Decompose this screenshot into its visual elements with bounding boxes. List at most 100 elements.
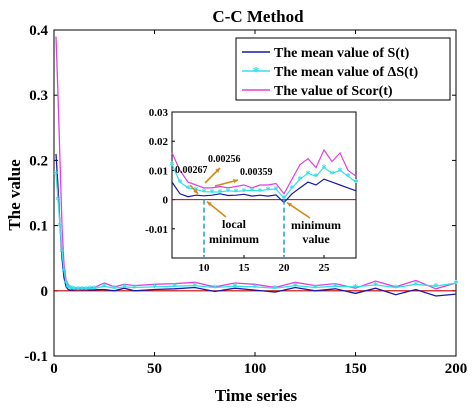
- series-point-marker: *: [252, 282, 258, 294]
- inset-series-point-marker: *: [346, 172, 351, 183]
- inset-series-point-marker: *: [226, 187, 231, 198]
- series-point-marker: *: [59, 247, 65, 259]
- series-point-marker: *: [192, 281, 198, 293]
- arrow-minimum-value: [286, 201, 311, 219]
- inset-x-tick-label: 20: [279, 262, 291, 274]
- inset-x-tick-label: 10: [199, 262, 211, 274]
- annotation-value-3: 0.00359: [240, 167, 273, 178]
- legend-entry-2: The value of Scor(t): [274, 84, 393, 99]
- inset-series-point-marker: *: [218, 188, 223, 199]
- series-point-marker: *: [61, 266, 67, 278]
- series-point-marker: *: [152, 282, 158, 294]
- y-tick-label: 0.2: [29, 153, 48, 169]
- series-point-marker: *: [91, 283, 97, 295]
- inset-series-point-marker: *: [354, 178, 359, 189]
- annotation-value-1: 0.00267: [175, 165, 208, 176]
- x-tick-label: 200: [445, 361, 468, 377]
- series-point-marker: *: [69, 284, 75, 296]
- inset-plot: 10 15 20 250.030.020.010-0.01*** * * * * * * * * * * *…: [145, 107, 358, 274]
- series-point-marker: *: [63, 278, 69, 290]
- series-point-marker: *: [413, 279, 419, 291]
- series-point-marker: *: [373, 280, 379, 292]
- legend-entry-0: The mean value of S(t): [274, 46, 410, 61]
- series-point-marker: *: [87, 284, 93, 296]
- inset-series-point-marker: *: [274, 185, 279, 196]
- inset-series-point-marker: *: [234, 187, 239, 198]
- y-tick-label: 0.4: [29, 23, 48, 39]
- series-point-marker: *: [272, 283, 278, 295]
- inset-series-point-marker: *: [338, 166, 343, 177]
- arrow-value-2-head: [215, 168, 220, 173]
- inset-y-tick-label: 0.01: [149, 165, 168, 177]
- inset-x-tick-label: 25: [319, 262, 331, 274]
- local-minimum-label-line1: local: [222, 217, 247, 231]
- series-point-marker: *: [212, 283, 218, 295]
- inset-series-point-marker: *: [290, 184, 295, 195]
- series-point-marker: *: [79, 284, 85, 296]
- series-point-marker: *: [67, 283, 73, 295]
- series-point-marker: *: [55, 195, 61, 207]
- arrow-local-minimum-head: [207, 201, 212, 207]
- x-axis-label: Time series: [215, 386, 298, 405]
- series-point-marker: *: [292, 281, 298, 293]
- arrow-value-3-head: [233, 179, 238, 184]
- y-tick-label: 0.1: [29, 219, 48, 235]
- series-point-marker: *: [102, 281, 108, 293]
- x-tick-label: 100: [244, 361, 267, 377]
- y-axis-label: The value: [5, 159, 24, 231]
- legend-box: [235, 37, 451, 101]
- inset-series-point-marker: *: [186, 184, 191, 195]
- series-line-0: [55, 153, 457, 297]
- y-tick-label: 0.3: [29, 88, 48, 104]
- chart-title: C-C Method: [212, 7, 304, 26]
- series-point-marker: *: [433, 281, 439, 293]
- legend-swatch-marker: *: [253, 65, 260, 80]
- series-point-marker: *: [57, 221, 63, 233]
- series-point-marker: *: [232, 281, 238, 293]
- series-point-marker: *: [53, 168, 59, 180]
- arrow-value-1-head: [193, 189, 198, 194]
- inset-series-point-marker: *: [242, 187, 247, 198]
- inset-series-line-0: [171, 178, 357, 204]
- x-tick-label: 0: [50, 361, 58, 377]
- inset-series-point-marker: *: [210, 188, 215, 199]
- series-point-marker: *: [313, 283, 319, 295]
- y-tick-label: 0: [41, 284, 49, 300]
- series-line-2: [55, 36, 457, 290]
- minimum-value-label-line2: value: [302, 232, 330, 246]
- series-point-marker: *: [122, 282, 128, 294]
- inset-series-point-marker: *: [306, 169, 311, 180]
- arrow-minimum-value-head: [287, 202, 292, 207]
- series-point-marker: *: [75, 284, 81, 296]
- series-point-marker: *: [172, 281, 178, 293]
- main-plot: 0 50 100 150 200-0.100.10.20.30.4***********…: [24, 23, 467, 377]
- local-minimum-label-line2: minimum: [209, 232, 259, 246]
- inset-series-point-marker: *: [202, 188, 207, 199]
- minimum-value-label-line1: minimum: [291, 218, 341, 232]
- legend-entry-1: The mean value of ΔS(t): [274, 65, 418, 80]
- inset-series-point-marker: *: [258, 187, 263, 198]
- series-point-marker: *: [132, 283, 138, 295]
- inset-y-tick-label: 0: [163, 195, 169, 207]
- series-point-marker: *: [333, 281, 339, 293]
- inset-y-tick-label: 0.02: [149, 136, 169, 148]
- inset-series-line-2: [171, 148, 357, 195]
- inset-series-point-marker: *: [298, 175, 303, 186]
- annotation-value-2: 0.00256: [208, 154, 241, 165]
- series-point-marker: *: [393, 283, 399, 295]
- series-point-marker: *: [453, 278, 459, 290]
- inset-series-point-marker: *: [178, 178, 183, 189]
- x-tick-label: 50: [147, 361, 162, 377]
- series-point-marker: *: [353, 282, 359, 294]
- inset-series-line-1: [171, 164, 357, 200]
- series-point-marker: *: [71, 284, 77, 296]
- series-point-marker: *: [65, 282, 71, 294]
- inset-series-point-marker: *: [266, 185, 271, 196]
- inset-series-point-marker: *: [330, 169, 335, 180]
- inset-series-point-marker: *: [170, 161, 175, 172]
- inset-y-tick-label: -0.01: [145, 224, 168, 236]
- inset-y-tick-label: 0.03: [149, 107, 169, 119]
- series-line-1: [55, 173, 457, 290]
- inset-x-tick-label: 15: [239, 262, 251, 274]
